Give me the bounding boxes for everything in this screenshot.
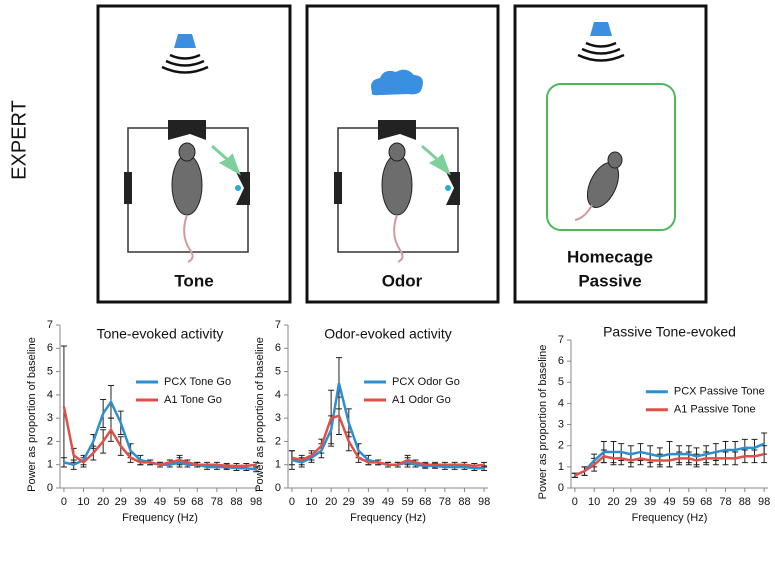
y-tick-label: 2 (275, 435, 281, 447)
x-tick-label: 10 (305, 496, 317, 508)
x-tick-label: 49 (154, 496, 166, 508)
y-tick-label: 2 (47, 435, 53, 447)
y-axis-label: Power as proportion of baseline (537, 345, 549, 500)
series-line (574, 442, 765, 477)
panel-label: Homecage (567, 247, 653, 266)
legend-label: A1 Tone Go (164, 394, 222, 406)
y-tick-label: 0 (558, 482, 564, 494)
panel-tone: Tone (96, 4, 292, 304)
legend-label: A1 Odor Go (392, 394, 451, 406)
x-tick-label: 10 (77, 496, 89, 508)
x-tick-label: 29 (115, 496, 127, 508)
y-tick-label: 7 (275, 319, 281, 331)
x-axis-label: Frequency (Hz) (122, 512, 198, 524)
legend-label: PCX Passive Tone (674, 386, 765, 398)
chart: 0 1 2 3 4 5 6 7 0 10 20 29 39 49 59 68 78 88 98 Tone-evoked… (26, 319, 262, 524)
chart-title: Odor-evoked activity (324, 326, 452, 342)
y-tick-label: 5 (47, 365, 53, 377)
y-tick-label: 7 (558, 334, 564, 346)
panel-passive: Homecage Passive (513, 4, 708, 304)
x-tick-label: 88 (739, 496, 751, 508)
series-line (574, 452, 765, 477)
y-tick-label: 4 (47, 389, 53, 401)
x-tick-label: 39 (362, 496, 374, 508)
panel-label: Odor (382, 271, 423, 290)
panel-label: Passive (578, 271, 641, 290)
x-tick-label: 59 (401, 496, 413, 508)
y-tick-label: 1 (47, 459, 53, 471)
y-tick-label: 7 (47, 319, 53, 331)
x-axis-label: Frequency (Hz) (350, 512, 426, 524)
x-tick-label: 0 (572, 496, 578, 508)
y-axis-label: Power as proportion of baseline (26, 337, 38, 492)
x-tick-label: 20 (607, 496, 619, 508)
x-tick-label: 98 (478, 496, 490, 508)
x-tick-label: 78 (719, 496, 731, 508)
x-tick-label: 98 (250, 496, 262, 508)
y-tick-label: 4 (275, 389, 281, 401)
x-tick-label: 39 (644, 496, 656, 508)
chart: 0 1 2 3 4 5 6 7 0 10 20 29 39 49 59 68 78 88 98 Odor-evoked… (254, 319, 490, 524)
x-tick-label: 68 (419, 496, 431, 508)
panel-label: Tone (174, 271, 213, 290)
y-tick-label: 6 (558, 355, 564, 367)
series-line (291, 414, 485, 468)
legend-label: PCX Odor Go (392, 376, 460, 388)
x-tick-label: 0 (61, 496, 67, 508)
x-tick-label: 59 (173, 496, 185, 508)
x-tick-label: 88 (458, 496, 470, 508)
x-tick-label: 29 (625, 496, 637, 508)
x-axis-label: Frequency (Hz) (632, 512, 708, 524)
y-tick-label: 3 (558, 418, 564, 430)
x-tick-label: 49 (663, 496, 675, 508)
y-tick-label: 0 (47, 482, 53, 494)
x-tick-label: 59 (683, 496, 695, 508)
y-tick-label: 2 (558, 440, 564, 452)
x-tick-label: 68 (700, 496, 712, 508)
y-tick-label: 3 (275, 412, 281, 424)
y-tick-label: 6 (275, 342, 281, 354)
x-tick-label: 68 (191, 496, 203, 508)
x-tick-label: 29 (343, 496, 355, 508)
y-tick-label: 5 (275, 365, 281, 377)
series-line (62, 406, 257, 468)
x-tick-label: 0 (289, 496, 295, 508)
y-tick-label: 1 (558, 461, 564, 473)
series-line (63, 399, 257, 471)
x-tick-label: 39 (134, 496, 146, 508)
x-tick-label: 20 (97, 496, 109, 508)
side-label: EXPERT (8, 100, 30, 180)
chart: 0 1 2 3 4 5 6 7 0 10 20 29 39 49 59 68 78 88 98 Passive Ton… (537, 324, 770, 524)
legend-label: PCX Tone Go (164, 376, 231, 388)
x-tick-label: 98 (758, 496, 770, 508)
x-tick-label: 49 (382, 496, 394, 508)
chart-title: Passive Tone-evoked (603, 324, 736, 340)
panel-odor: Odor (305, 4, 500, 304)
y-tick-label: 3 (47, 412, 53, 424)
x-tick-label: 78 (211, 496, 223, 508)
y-tick-label: 4 (558, 397, 564, 409)
chart-title: Tone-evoked activity (97, 326, 224, 342)
x-tick-label: 78 (439, 496, 451, 508)
y-tick-label: 6 (47, 342, 53, 354)
y-axis-label: Power as proportion of baseline (254, 337, 266, 492)
x-tick-label: 88 (230, 496, 242, 508)
y-tick-label: 5 (558, 376, 564, 388)
x-tick-label: 20 (325, 496, 337, 508)
x-tick-label: 10 (588, 496, 600, 508)
y-tick-label: 1 (275, 459, 281, 471)
legend-label: A1 Passive Tone (674, 404, 756, 416)
series-line (291, 382, 485, 470)
y-tick-label: 0 (275, 482, 281, 494)
